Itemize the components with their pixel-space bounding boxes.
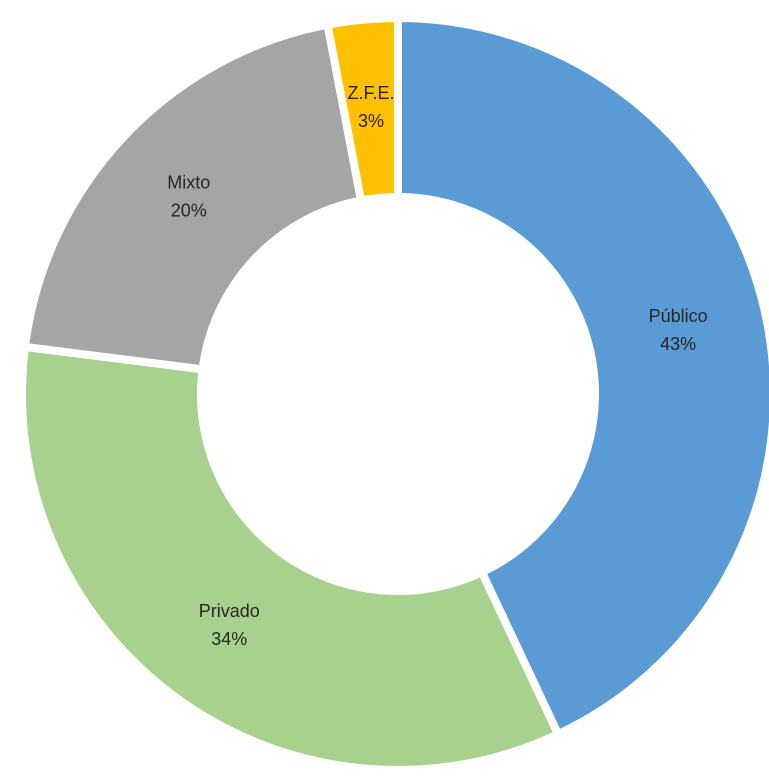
slice-category-label: Público bbox=[649, 306, 708, 326]
donut-slice bbox=[394, 13, 769, 740]
slice-category-label: Mixto bbox=[167, 172, 210, 192]
slice-value-label: 20% bbox=[171, 200, 207, 220]
donut-slice bbox=[18, 342, 564, 774]
slice-value-label: 43% bbox=[660, 334, 696, 354]
slice-category-label: Privado bbox=[199, 601, 260, 621]
slice-category-label: Z.F.E. bbox=[347, 83, 394, 103]
slice-value-label: 3% bbox=[358, 111, 384, 131]
donut-slice bbox=[322, 13, 402, 206]
slice-value-label: 34% bbox=[211, 629, 247, 649]
donut-slice bbox=[20, 19, 366, 374]
